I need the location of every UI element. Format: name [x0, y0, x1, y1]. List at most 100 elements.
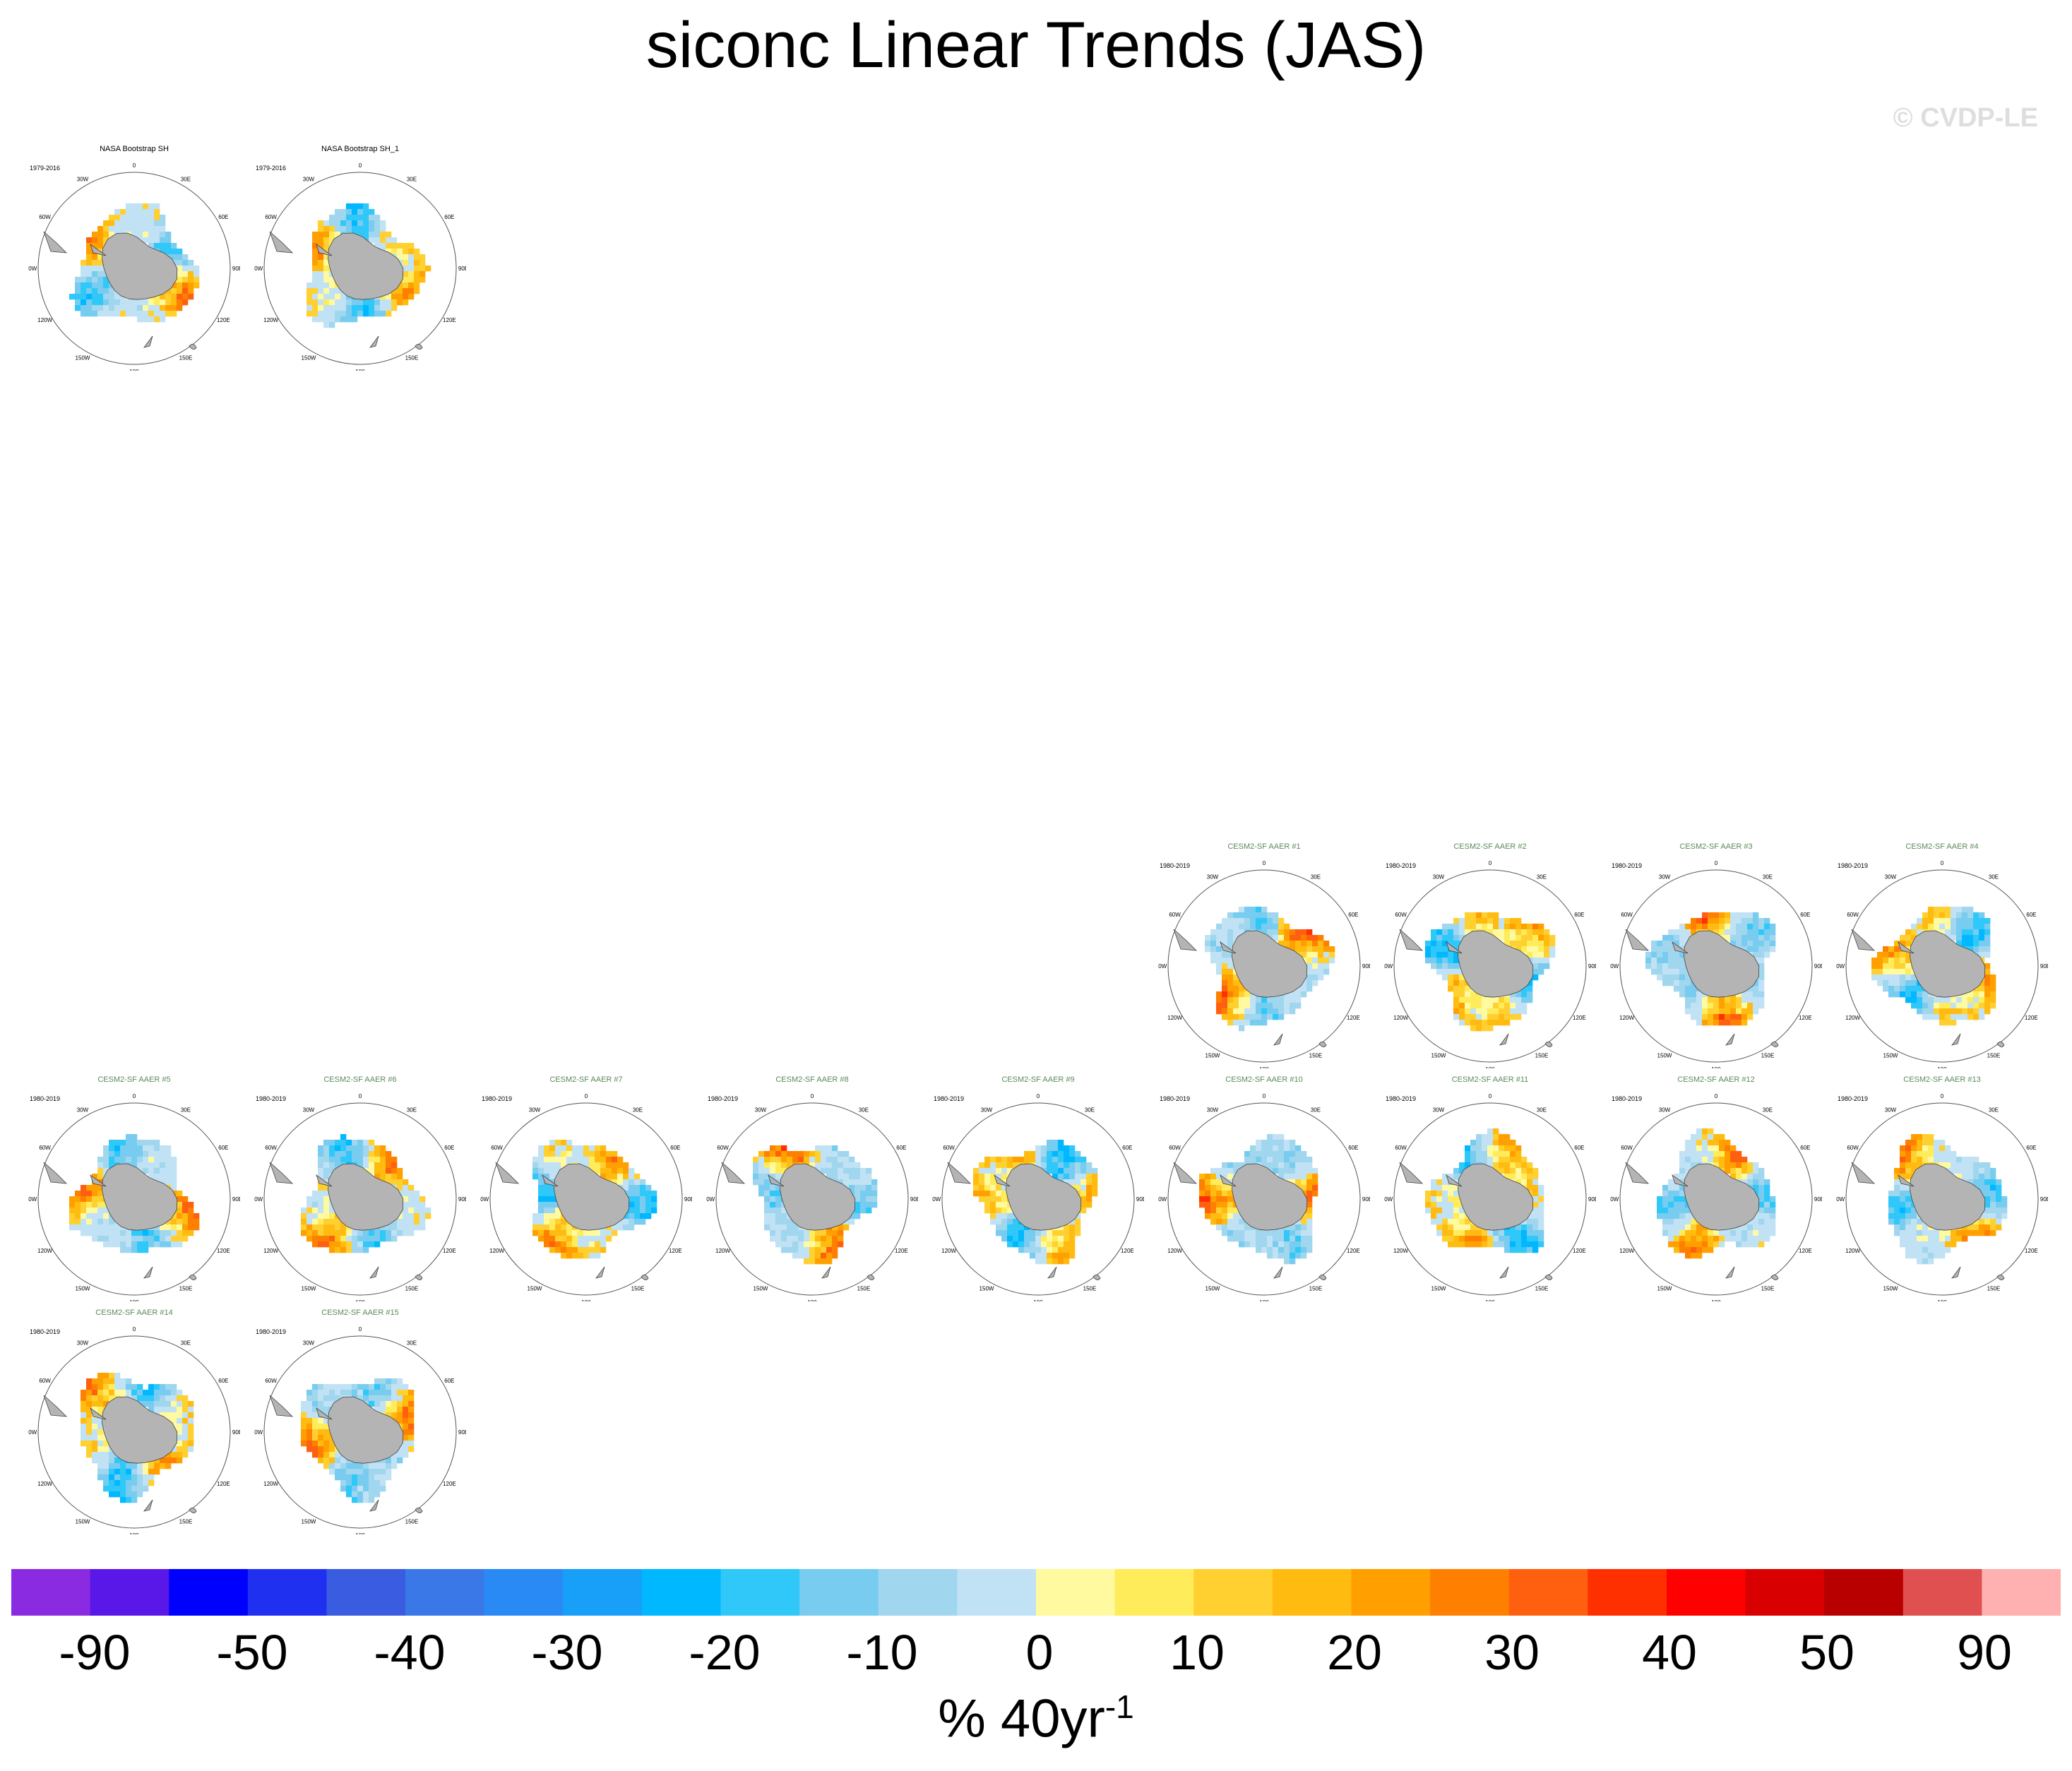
- trend-cell: [775, 1185, 782, 1191]
- trend-cell: [363, 1140, 369, 1146]
- trend-cell: [595, 1151, 601, 1157]
- trend-cell: [86, 271, 93, 278]
- trend-cell: [1510, 997, 1516, 1003]
- trend-cell: [312, 277, 318, 283]
- trend-cell: [346, 226, 352, 232]
- trend-cell: [549, 1224, 556, 1231]
- trend-cell: [1685, 1162, 1691, 1169]
- trend-cell: [1657, 1202, 1663, 1208]
- trend-cell: [1487, 1008, 1494, 1015]
- trend-cell: [120, 1151, 126, 1157]
- trend-cell: [103, 1208, 109, 1214]
- trend-cell: [182, 1446, 189, 1453]
- trend-cell: [380, 1390, 386, 1396]
- trend-cell: [1544, 958, 1550, 964]
- trend-cell: [1052, 1253, 1059, 1259]
- trend-cell: [589, 1151, 595, 1157]
- longitude-label: 90E: [1362, 963, 1370, 970]
- trend-cell: [787, 1162, 793, 1169]
- trend-cell: [126, 203, 132, 210]
- longitude-label: 180: [355, 369, 365, 371]
- trend-cell: [589, 1162, 595, 1169]
- trend-cell: [1064, 1241, 1070, 1248]
- trend-cell: [566, 1145, 573, 1152]
- trend-cell: [97, 260, 104, 266]
- trend-cell: [114, 1474, 121, 1481]
- trend-cell: [1470, 1008, 1477, 1015]
- trend-cell: [566, 1157, 573, 1163]
- trend-cell: [148, 1241, 155, 1248]
- trend-cell: [1696, 924, 1703, 930]
- longitude-label: 60E: [1348, 1145, 1358, 1151]
- trend-cell: [1001, 1208, 1008, 1214]
- trend-cell: [1894, 963, 1900, 970]
- trend-cell: [815, 1230, 821, 1236]
- trend-cell: [386, 1463, 392, 1469]
- trend-cell: [137, 1247, 143, 1253]
- trend-cell: [357, 1247, 364, 1253]
- trend-cell: [352, 1390, 358, 1396]
- trend-cell: [1244, 918, 1251, 924]
- longitude-label: 120E: [1573, 1015, 1586, 1021]
- trend-cell: [1679, 1236, 1686, 1242]
- trend-cell: [996, 1213, 1002, 1220]
- trend-cell: [1679, 1174, 1686, 1180]
- trend-cell: [408, 1213, 415, 1220]
- trend-cell: [984, 1168, 991, 1174]
- trend-cell: [1905, 1202, 1912, 1208]
- trend-cell: [120, 305, 126, 311]
- tasmania-landmass: [1544, 1275, 1553, 1280]
- longitude-label: 150E: [1309, 1285, 1323, 1292]
- trend-cell: [1741, 1008, 1748, 1015]
- trend-cell: [1967, 1230, 1974, 1236]
- trend-cell: [318, 299, 324, 306]
- trend-cell: [1222, 980, 1228, 986]
- trend-cell: [826, 1168, 833, 1174]
- trend-cell: [1256, 1157, 1262, 1163]
- trend-cell: [380, 294, 386, 300]
- trend-cell: [346, 1480, 352, 1486]
- trend-cell: [1482, 997, 1488, 1003]
- trend-cell: [1679, 986, 1686, 992]
- trend-cell: [561, 1219, 567, 1225]
- trend-cell: [408, 1191, 415, 1197]
- trend-cell: [109, 1469, 115, 1475]
- trend-cell: [1679, 1224, 1686, 1231]
- trend-cell: [403, 249, 409, 255]
- longitude-label: 30E: [1537, 1107, 1547, 1114]
- trend-cell: [1905, 1213, 1912, 1220]
- trend-cell: [1894, 1213, 1900, 1220]
- trend-cell: [1956, 924, 1963, 930]
- trend-cell: [1996, 1208, 2002, 1214]
- trend-cell: [1080, 1185, 1087, 1191]
- trend-cell: [182, 1441, 189, 1447]
- trend-cell: [1753, 941, 1759, 947]
- longitude-label: 120W: [263, 1481, 278, 1487]
- trend-cell: [1651, 941, 1657, 947]
- trend-cell: [1058, 1247, 1064, 1253]
- trend-cell: [148, 1395, 155, 1402]
- trend-cell: [386, 1236, 392, 1242]
- trend-cell: [403, 254, 409, 261]
- trend-cell: [1691, 1134, 1697, 1140]
- trend-cell: [838, 1157, 844, 1163]
- trend-cell: [369, 232, 375, 238]
- longitude-label: 90W: [254, 1429, 263, 1436]
- trend-cell: [340, 1140, 347, 1146]
- trend-cell: [97, 243, 104, 249]
- trend-cell: [188, 282, 194, 289]
- trend-cell: [838, 1236, 844, 1242]
- trend-cell: [1962, 1224, 1968, 1231]
- trend-cell: [1922, 1145, 1929, 1152]
- trend-cell: [352, 209, 358, 215]
- new-zealand-landmass: [1273, 1033, 1283, 1046]
- longitude-label: 90W: [1836, 1196, 1845, 1203]
- trend-cell: [143, 1395, 149, 1402]
- trend-cell: [1442, 1219, 1448, 1225]
- trend-cell: [1001, 1224, 1008, 1231]
- trend-cell: [583, 1151, 590, 1157]
- trend-cell: [855, 1162, 861, 1169]
- trend-cell: [973, 1168, 980, 1174]
- trend-cell: [335, 1219, 341, 1225]
- units-label: % 40yr-1: [0, 1688, 2072, 1749]
